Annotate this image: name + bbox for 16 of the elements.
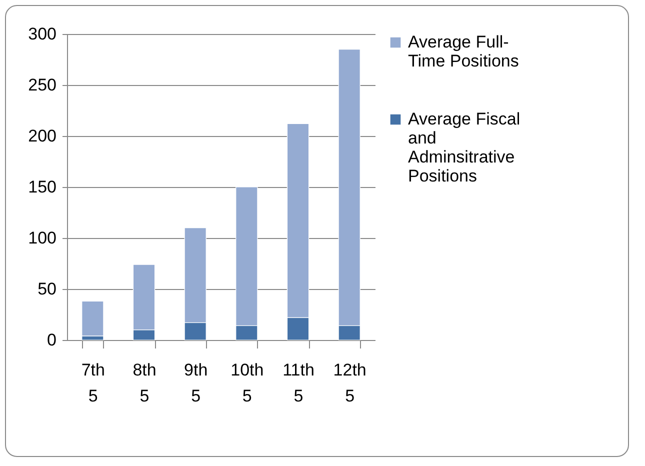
y-tick-label: 150 (28, 178, 56, 196)
x-tick-label: 7th 5 (81, 360, 105, 406)
bar (82, 300, 104, 336)
x-tick-label: 10th 5 (230, 360, 264, 406)
y-tick-label: 0 (47, 330, 56, 350)
x-tick-label: 9th 5 (184, 360, 208, 406)
y-tick-label: 50 (38, 280, 56, 298)
legend-label: Average Full-Time Positions (408, 32, 519, 70)
y-tick-label: 200 (28, 126, 56, 146)
y-tick-label: 250 (28, 76, 56, 94)
x-tick-label: 12th 5 (333, 360, 366, 406)
x-tick-label: 8th 5 (132, 360, 156, 406)
legend-label: Average Fiscal and Adminsitrative Positions (408, 110, 520, 186)
y-tick-label: 100 (28, 228, 56, 248)
y-tick-label: 300 (28, 24, 56, 44)
x-tick-label: 11th 5 (282, 360, 314, 406)
